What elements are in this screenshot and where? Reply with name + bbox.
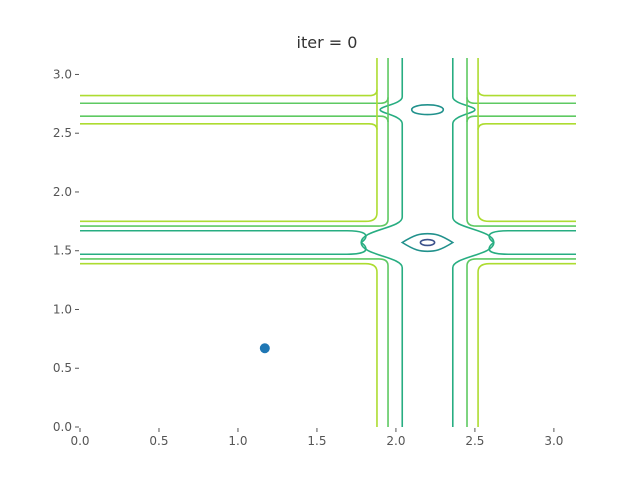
contour-level-3-q2-arm: [80, 241, 367, 256]
contour-level-5-q2: [80, 262, 378, 427]
x-axis: 0.0 0.5 1.0 1.5 2.0 2.5 3.0: [70, 428, 563, 448]
contour-level-4-upper-band: [466, 115, 576, 123]
contour-level-5-upper-band: [80, 123, 378, 130]
contour-level-4-upper-band: [80, 97, 389, 105]
contour-level-4-q1: [466, 58, 576, 227]
contour-level-5-upper-band: [80, 89, 378, 97]
contour-level-5-q1: [477, 58, 576, 223]
x-tick-label: 1.5: [307, 434, 326, 448]
contour-level-2: [400, 232, 455, 253]
contour-level-4-upper-band: [80, 115, 389, 123]
contour-level-5-upper-band: [477, 89, 576, 97]
x-tick-label: 2.0: [386, 434, 405, 448]
y-tick-label: 2.5: [53, 126, 72, 140]
contour-lines: [80, 58, 576, 427]
data-points: [259, 343, 270, 354]
contour-level-4-upper-band: [466, 97, 576, 105]
y-tick-label: 3.0: [53, 67, 72, 81]
x-tick-label: 2.5: [465, 434, 484, 448]
contour-level-3-q2: [360, 242, 404, 427]
x-tick-label: 1.0: [228, 434, 247, 448]
x-tick-label: 0.5: [149, 434, 168, 448]
y-tick-label: 1.5: [53, 244, 72, 258]
contour-level-3-q1-arm: [488, 229, 576, 244]
contour-level-3-q0: [360, 58, 404, 243]
contour-level-5-q3: [477, 262, 576, 427]
contour-level-4-q0: [80, 58, 389, 227]
y-tick-label: 0.5: [53, 361, 72, 375]
chart-title: iter = 0: [297, 33, 358, 52]
contour-level-2-upper: [410, 104, 445, 116]
y-tick-label: 0.0: [53, 420, 72, 434]
x-tick-label: 3.0: [544, 434, 563, 448]
contour-level-3-q3: [451, 242, 495, 427]
contour-level-3-q3-arm: [488, 241, 576, 256]
x-tick-label: 0.0: [70, 434, 89, 448]
current-point: [259, 343, 270, 354]
contour-level-4-q3: [466, 258, 576, 427]
contour-level-3-q0-arm: [80, 229, 367, 244]
contour-level-4-q2: [80, 258, 389, 427]
y-axis: 0.0 0.5 1.0 1.5 2.0 2.5 3.0: [53, 67, 79, 434]
y-tick-label: 2.0: [53, 185, 72, 199]
contour-level-5-upper-band: [477, 123, 576, 130]
y-tick-label: 1.0: [53, 302, 72, 316]
contour-level-5-q0: [80, 58, 378, 223]
contour-level-3-q1: [451, 58, 495, 243]
contour-level-1: [419, 238, 436, 247]
